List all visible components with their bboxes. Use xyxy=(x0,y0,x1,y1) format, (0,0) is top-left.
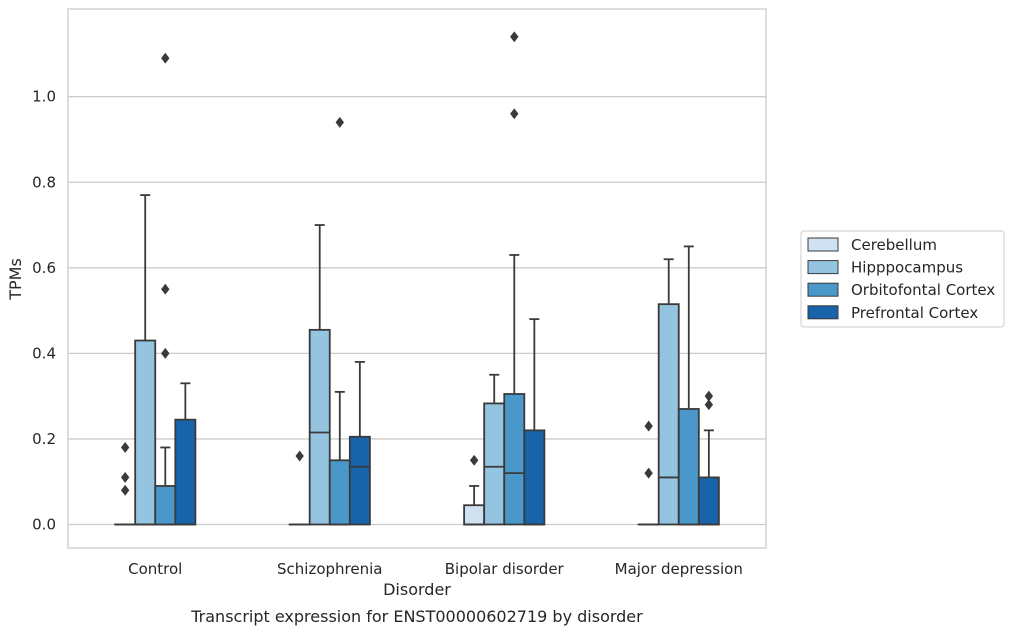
chart-caption: Transcript expression for ENST0000060271… xyxy=(190,607,643,626)
legend-label: Cerebellum xyxy=(851,236,937,254)
legend-swatch xyxy=(807,237,839,252)
legend-frame xyxy=(800,230,1005,328)
y-tick-label: 0.2 xyxy=(32,430,56,448)
legend-label: Hipppocampus xyxy=(851,259,963,277)
legend-label: Orbitofontal Cortex xyxy=(851,281,995,299)
y-axis-label: TPMs xyxy=(6,258,25,301)
box-group xyxy=(697,390,720,526)
legend-swatch xyxy=(807,305,839,320)
box xyxy=(523,429,546,526)
outlier-point xyxy=(120,484,130,496)
outlier-point xyxy=(644,420,653,432)
outlier-point xyxy=(161,283,170,295)
outlier-point xyxy=(704,399,714,411)
x-tick-label: Control xyxy=(128,560,182,578)
box-group xyxy=(154,52,177,526)
x-tick-label: Major depression xyxy=(615,560,743,578)
box-group xyxy=(657,258,680,526)
x-tick-labels: Control Schizophrenia Bipolar disorder Majo… xyxy=(128,560,743,578)
box-group xyxy=(114,442,137,526)
x-tick-label: Bipolar disorder xyxy=(445,560,565,578)
box xyxy=(308,328,331,526)
outlier-point xyxy=(120,442,130,453)
box xyxy=(154,485,177,526)
box-group xyxy=(483,373,506,526)
x-axis-label: Disorder xyxy=(383,580,451,599)
box xyxy=(503,393,526,526)
outlier-point xyxy=(510,108,519,120)
box xyxy=(463,504,486,526)
outlier-point xyxy=(704,390,714,402)
outlier-point xyxy=(510,31,519,43)
legend-label: Prefrontal Cortex xyxy=(851,304,978,322)
y-tick-label: 0.0 xyxy=(32,515,56,533)
y-tick-labels: 0.0 0.2 0.4 0.6 0.8 1.0 xyxy=(32,88,56,534)
box xyxy=(348,435,371,526)
box xyxy=(174,418,197,526)
box-group xyxy=(308,224,331,526)
box-plots xyxy=(114,31,720,526)
outlier-point xyxy=(161,52,170,64)
legend-items: Cerebellum Hipppocampus Orbitofontal Corte… xyxy=(807,236,995,322)
plot-frame xyxy=(67,8,767,549)
outlier-point xyxy=(295,450,304,462)
y-tick-label: 0.8 xyxy=(32,173,56,191)
box-group xyxy=(288,450,311,526)
box-group xyxy=(463,454,486,526)
box-group xyxy=(637,420,660,526)
legend-swatch xyxy=(807,282,839,297)
box xyxy=(657,303,680,526)
box-group xyxy=(523,318,546,526)
x-tick-label: Schizophrenia xyxy=(277,560,382,578)
box-group xyxy=(677,245,700,526)
outlier-point xyxy=(469,454,479,466)
box-group xyxy=(134,194,157,526)
outlier-point xyxy=(120,471,130,483)
outlier-point xyxy=(335,116,344,128)
box xyxy=(134,339,157,526)
box-group xyxy=(174,382,197,526)
box-group xyxy=(348,361,371,526)
y-tick-label: 1.0 xyxy=(32,88,56,106)
y-tick-label: 0.6 xyxy=(32,259,56,277)
legend-swatch xyxy=(807,260,839,275)
box xyxy=(697,476,720,526)
box-group xyxy=(328,116,351,526)
outlier-point xyxy=(644,467,653,479)
box xyxy=(483,402,506,526)
legend: Cerebellum Hipppocampus Orbitofontal Corte… xyxy=(800,230,1005,328)
y-tick-label: 0.4 xyxy=(32,344,56,362)
box xyxy=(328,459,351,526)
box xyxy=(677,408,700,526)
box-group xyxy=(503,31,526,526)
outlier-point xyxy=(161,347,170,359)
